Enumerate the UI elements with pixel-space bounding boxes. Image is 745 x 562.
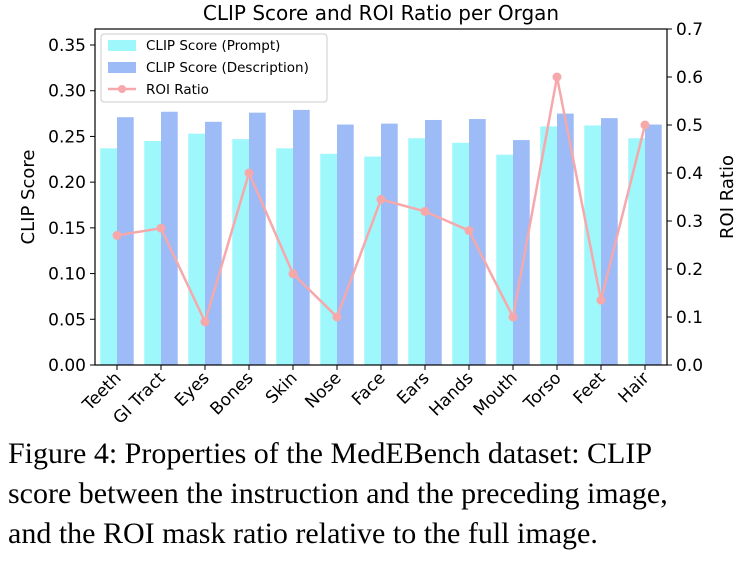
bar-description-gi-tract — [161, 111, 178, 365]
roi-ratio-point-feet — [596, 295, 606, 305]
roi-ratio-point-mouth — [508, 312, 518, 322]
figure-caption: Figure 4: Properties of the MedEBench da… — [8, 437, 668, 550]
bar-prompt-torso — [540, 126, 557, 365]
roi-ratio-point-hands — [464, 226, 474, 236]
y-tick-label-left: 0.25 — [48, 127, 86, 147]
left-axis: 0.00 0.05 0.10 0.15 0.20 0.25 0.30 0.35 — [48, 36, 95, 376]
bar-prompt-bones — [232, 139, 249, 365]
y-axis-label-right: ROI Ratio — [717, 155, 738, 239]
roi-ratio-point-nose — [332, 312, 342, 322]
y-tick-label-left: 0.00 — [48, 356, 86, 376]
roi-ratio-point-gi-tract — [156, 223, 166, 233]
bar-description-feet — [601, 118, 618, 366]
y-tick-label-left: 0.05 — [48, 310, 86, 330]
x-tick-label: Hands — [425, 368, 477, 420]
y-tick-label-right: 0.5 — [676, 116, 703, 136]
right-axis: 0.0 0.1 0.2 0.3 0.4 0.5 0.6 0.7 — [667, 20, 703, 376]
bar-prompt-eyes — [188, 133, 205, 365]
bar-description-skin — [293, 109, 310, 366]
x-tick-label: Hair — [615, 368, 654, 407]
x-tick-label: Ears — [393, 368, 433, 408]
legend-frame — [100, 33, 328, 103]
y-tick-label-left: 0.20 — [48, 173, 86, 193]
roi-ratio-point-eyes — [200, 317, 210, 327]
chart: CLIP Score and ROI Ratio per Organ 0.000… — [18, 1, 738, 428]
x-tick-label: Torso — [519, 368, 565, 414]
roi-line-layer — [112, 72, 650, 327]
x-tick-label: Skin — [262, 368, 302, 408]
bar-prompt-feet — [584, 125, 601, 365]
x-tick-label: Bones — [207, 368, 258, 419]
y-tick-label-right: 0.3 — [676, 212, 703, 232]
bar-description-teeth — [117, 117, 134, 365]
y-tick-label-left: 0.30 — [48, 82, 86, 102]
bar-description-eyes — [205, 121, 222, 365]
y-tick-label-right: 0.6 — [676, 68, 703, 88]
bar-description-hair — [645, 124, 662, 366]
bar-prompt-hair — [628, 138, 645, 365]
roi-ratio-point-teeth — [112, 230, 122, 240]
y-tick-label-left: 0.35 — [48, 36, 86, 56]
bar-prompt-face — [364, 156, 381, 365]
y-tick-label-right: 0.0 — [676, 356, 703, 376]
bar-description-hands — [469, 119, 486, 365]
bar-prompt-nose — [320, 153, 337, 365]
bar-prompt-hands — [452, 142, 469, 365]
legend-label-description: CLIP Score (Description) — [146, 60, 309, 76]
roi-ratio-point-ears — [420, 206, 430, 216]
y-axis-label-left: CLIP Score — [18, 150, 39, 245]
y-tick-label-right: 0.1 — [676, 308, 703, 328]
legend-label-roi: ROI Ratio — [146, 82, 209, 98]
x-tick-label: Nose — [301, 368, 345, 412]
legend-swatch-roi-marker — [118, 85, 126, 93]
x-tick-label: Face — [348, 368, 389, 409]
legend-label-prompt: CLIP Score (Prompt) — [146, 38, 280, 54]
roi-ratio-point-bones — [244, 168, 254, 178]
bar-description-face — [381, 123, 398, 365]
bar-prompt-gi-tract — [144, 141, 161, 365]
bar-prompt-mouth — [496, 154, 513, 365]
bar-prompt-teeth — [100, 148, 117, 365]
x-tick-label: Feet — [570, 368, 610, 408]
bar-description-bones — [249, 112, 266, 366]
x-tick-label: Mouth — [470, 368, 522, 420]
roi-ratio-point-torso — [552, 72, 562, 82]
y-tick-label-right: 0.2 — [676, 260, 703, 280]
bar-description-torso — [557, 113, 574, 365]
roi-ratio-point-hair — [640, 120, 650, 130]
bar-description-mouth — [513, 140, 530, 365]
roi-ratio-point-face — [376, 194, 386, 204]
bar-description-nose — [337, 124, 354, 366]
bars-layer — [100, 109, 662, 366]
legend-swatch-description — [108, 62, 136, 73]
y-tick-label-right: 0.7 — [676, 20, 703, 40]
legend-swatch-prompt — [108, 40, 136, 51]
roi-ratio-point-skin — [288, 269, 298, 279]
y-tick-label-left: 0.15 — [48, 219, 86, 239]
chart-title: CLIP Score and ROI Ratio per Organ — [203, 1, 559, 25]
bar-prompt-ears — [408, 138, 425, 365]
y-tick-label-right: 0.4 — [676, 164, 703, 184]
y-tick-label-left: 0.10 — [48, 265, 86, 285]
bar-description-ears — [425, 119, 442, 365]
legend: CLIP Score (Prompt) CLIP Score (Descript… — [100, 33, 328, 103]
